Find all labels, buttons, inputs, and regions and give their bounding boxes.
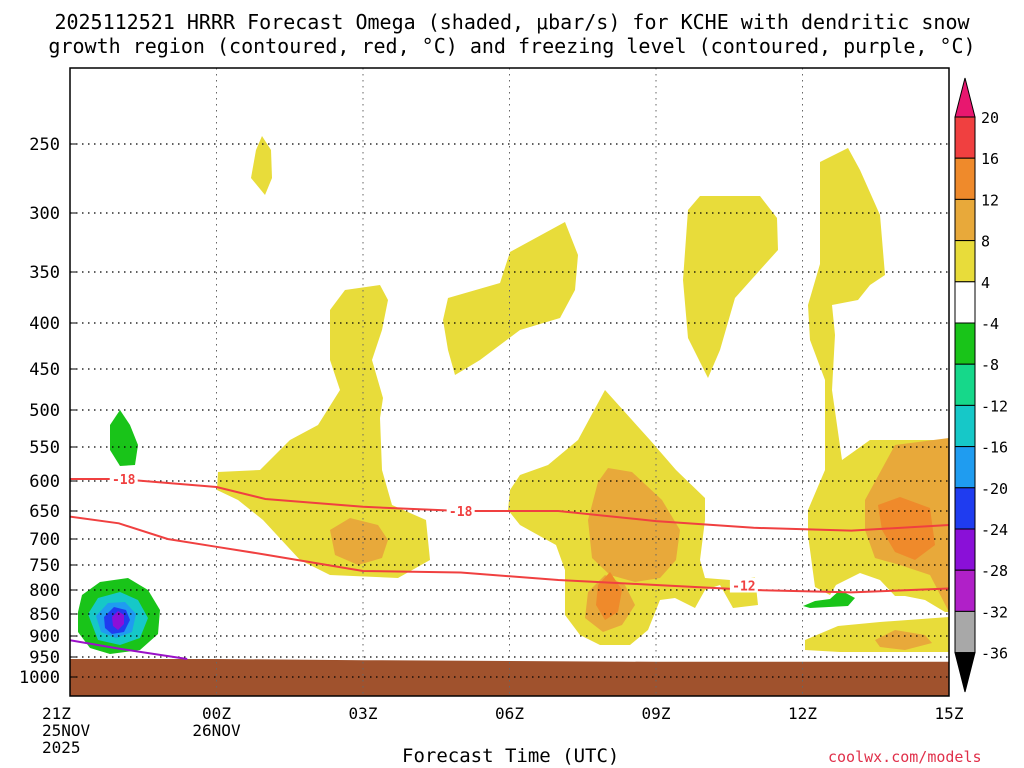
- y-tick-label: 750: [29, 556, 60, 576]
- omega-region: [112, 611, 124, 630]
- colorbar-tick-label: -28: [981, 562, 1008, 580]
- colorbar-tick-label: -32: [981, 603, 1008, 621]
- y-tick-label: 850: [29, 605, 60, 625]
- omega-region: [803, 590, 855, 608]
- omega-region: [596, 572, 622, 620]
- terrain-fill: [70, 659, 949, 696]
- colorbar-tick-label: -20: [981, 480, 1008, 498]
- colorbar-swatch: [954, 569, 976, 612]
- chart-title-line-2: growth region (contoured, red, °C) and f…: [48, 34, 976, 58]
- colorbar-swatch: [954, 404, 976, 448]
- colorbar: 20 16 12 8 4 -4 -8 -12 -16 -20 -24 -28 -32 -36: [954, 77, 1008, 693]
- contour-line: [70, 639, 188, 660]
- omega-region: [588, 468, 680, 582]
- contour-label: -18: [112, 473, 136, 488]
- omega-region: [110, 410, 138, 466]
- contour-label-bg: [109, 470, 138, 486]
- omega-region: [251, 136, 272, 195]
- colorbar-swatch: [954, 610, 976, 654]
- y-tick-label: 1000: [19, 668, 60, 688]
- colorbar-swatch: [954, 198, 976, 242]
- colorbar-tick-label: 4: [981, 274, 990, 292]
- omega-region: [805, 617, 949, 652]
- omega-region: [875, 630, 932, 650]
- omega-region: [683, 196, 778, 378]
- colorbar-swatch: [954, 116, 976, 159]
- omega-shading: [78, 136, 949, 654]
- x-tick-label: 2025: [42, 738, 81, 757]
- omega-region: [217, 285, 430, 578]
- chart-title-line-1: 2025112521 HRRR Forecast Omega (shaded, …: [54, 10, 970, 34]
- contour-label-bg: [729, 577, 758, 593]
- x-tick-label: 12Z: [788, 704, 817, 723]
- x-tick-label: 03Z: [349, 704, 378, 723]
- contour-label-bg: [446, 503, 475, 518]
- omega-region: [330, 518, 388, 565]
- colorbar-tick-label: -24: [981, 521, 1008, 539]
- y-axis: 2503003504004505005506006507007508008509…: [19, 135, 76, 688]
- colorbar-top-arrow: [954, 77, 976, 118]
- y-tick-label: 300: [29, 204, 60, 224]
- y-tick-label: 550: [29, 438, 60, 458]
- x-tick-label: 21Z: [42, 704, 71, 723]
- colorbar-tick-label: -12: [981, 397, 1008, 415]
- x-tick-label: 09Z: [642, 704, 671, 723]
- colorbar-tick-label: 20: [981, 109, 999, 127]
- x-tick-label: 00Z: [202, 704, 231, 723]
- contour-label: -18: [449, 505, 473, 520]
- x-tick-label: 06Z: [495, 704, 524, 723]
- omega-region: [878, 497, 935, 560]
- colorbar-swatch: [954, 528, 976, 571]
- colorbar-tick-label: -8: [981, 356, 999, 374]
- colorbar-tick-label: -16: [981, 439, 1008, 457]
- colorbar-tick-label: -36: [981, 645, 1008, 663]
- y-tick-label: 250: [29, 135, 60, 155]
- y-tick-label: 700: [29, 530, 60, 550]
- y-tick-label: 400: [29, 314, 60, 334]
- colorbar-swatch: [954, 363, 976, 406]
- x-axis-label: Forecast Time (UTC): [402, 745, 620, 767]
- omega-region: [443, 222, 578, 375]
- y-tick-label: 500: [29, 401, 60, 421]
- plot-frame: [69, 67, 950, 697]
- colorbar-swatch: [954, 157, 976, 200]
- y-tick-label: 600: [29, 472, 60, 492]
- credit-link[interactable]: coolwx.com/models: [828, 748, 982, 766]
- x-tick-label: 15Z: [935, 704, 964, 723]
- contour-line: [70, 515, 949, 594]
- y-tick-label: 900: [29, 627, 60, 647]
- x-tick-label: 26NOV: [192, 721, 241, 740]
- y-tick-label: 800: [29, 581, 60, 601]
- y-tick-label: 650: [29, 502, 60, 522]
- terrain: [70, 659, 949, 696]
- colorbar-swatch: [954, 240, 976, 283]
- colorbar-tick-label: 8: [981, 233, 990, 251]
- x-tick-label: 25NOV: [42, 721, 91, 740]
- y-tick-label: 350: [29, 263, 60, 283]
- colorbar-swatch: [954, 281, 976, 324]
- contours: -18 -18 -12: [70, 470, 949, 660]
- colorbar-swatch: [954, 322, 976, 365]
- y-tick-label: 450: [29, 360, 60, 380]
- colorbar-swatch: [954, 446, 976, 489]
- colorbar-swatch: [954, 487, 976, 530]
- y-tick-label: 950: [29, 648, 60, 668]
- colorbar-tick-label: -4: [981, 315, 999, 333]
- contour-label: -12: [732, 580, 755, 595]
- colorbar-tick-label: 16: [981, 150, 999, 168]
- colorbar-bottom-arrow: [954, 652, 976, 693]
- colorbar-tick-label: 12: [981, 191, 999, 209]
